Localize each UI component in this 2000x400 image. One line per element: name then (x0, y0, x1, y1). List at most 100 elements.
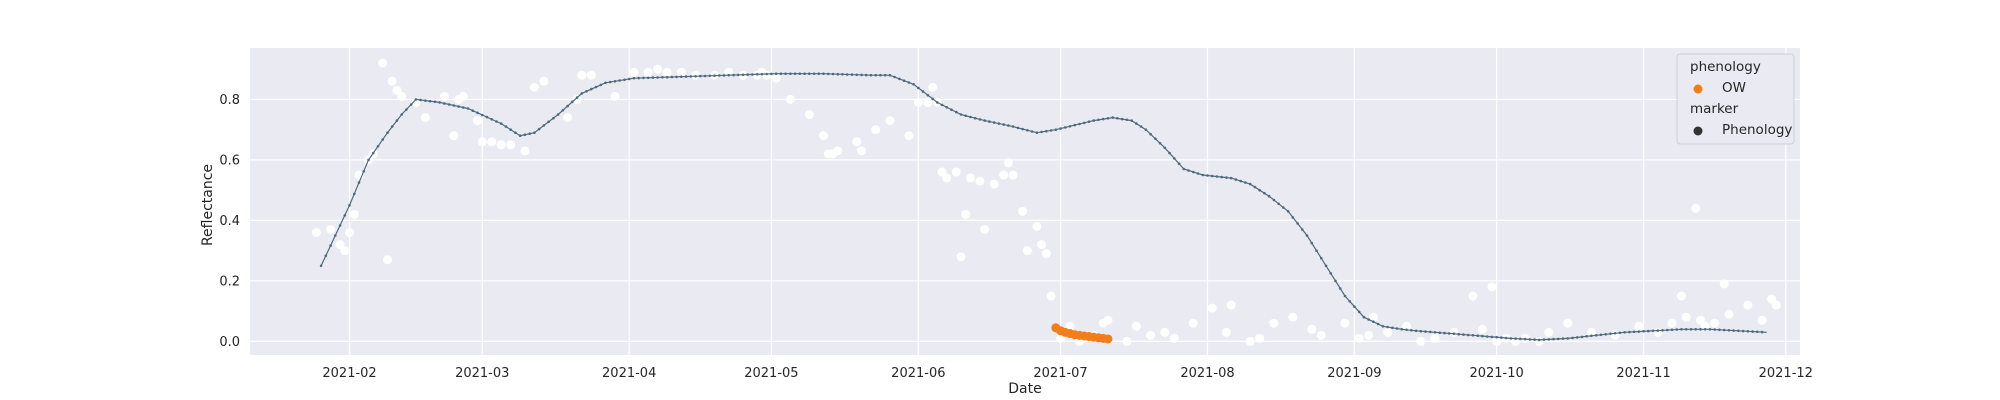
curve-marker (1452, 332, 1456, 336)
curve-marker (1590, 334, 1593, 338)
observation-point (961, 209, 971, 219)
curve-marker (466, 107, 470, 110)
curve-marker (1381, 325, 1385, 328)
curve-marker (1618, 331, 1622, 335)
x-tick-label: 2021-11 (1616, 366, 1670, 381)
curve-marker (1078, 122, 1081, 126)
observation-point (349, 209, 359, 219)
curve-marker (1253, 185, 1257, 189)
observation-point (1003, 158, 1013, 168)
observation-point (1131, 321, 1141, 331)
curve-marker (599, 83, 603, 87)
curve-marker (1234, 178, 1238, 181)
observation-point (1160, 327, 1170, 337)
curve-marker (371, 151, 375, 155)
observation-point (937, 167, 947, 177)
curve-marker (1026, 129, 1029, 132)
curve-marker (528, 132, 531, 135)
curve-marker (1395, 327, 1399, 330)
observation-point (473, 116, 483, 126)
observation-point (326, 224, 336, 234)
curve-marker (774, 72, 778, 75)
observation-point (1103, 315, 1113, 325)
curve-marker (1670, 328, 1674, 332)
curve-marker (1182, 167, 1186, 171)
curve-marker (386, 131, 389, 134)
curve-marker (945, 106, 949, 109)
curve-marker (722, 74, 726, 77)
curve-marker (827, 72, 830, 76)
curve-marker (1324, 264, 1328, 268)
curve-marker (1135, 122, 1138, 125)
curve-marker (950, 108, 953, 111)
observation-point (1710, 318, 1720, 328)
observation-point (643, 67, 653, 77)
curve-marker (1030, 130, 1034, 133)
curve-marker (400, 113, 404, 116)
curve-marker (1007, 124, 1010, 127)
y-tick-label: 0.0 (219, 335, 240, 350)
observation-point (1634, 321, 1644, 331)
curve-marker (912, 83, 915, 86)
legend-entry-ow: OW (1722, 80, 1746, 96)
curve-marker (405, 108, 408, 111)
curve-marker (561, 109, 565, 112)
observation-point (804, 110, 814, 120)
curve-marker (627, 77, 631, 81)
curve-marker (424, 99, 427, 102)
curve-marker (608, 80, 612, 84)
curve-marker (1599, 333, 1603, 337)
curve-marker (1661, 329, 1664, 332)
y-axis-label: Reflectance (200, 164, 216, 246)
curve-marker (1466, 333, 1470, 337)
curve-marker (713, 74, 716, 77)
curve-marker (324, 254, 328, 257)
curve-marker (1035, 131, 1039, 134)
curve-marker (637, 76, 640, 80)
curve-marker (969, 115, 972, 119)
curve-marker (338, 224, 342, 227)
curve-marker (537, 127, 541, 131)
curve-marker (864, 73, 868, 77)
curve-marker (1713, 328, 1716, 331)
curve-marker (1125, 118, 1129, 122)
observation-point (1430, 333, 1440, 343)
curve-marker (973, 116, 977, 120)
observation-point (610, 91, 620, 101)
curve-marker (1225, 176, 1228, 179)
curve-marker (1011, 125, 1015, 128)
curve-marker (1689, 328, 1693, 331)
curve-marker (618, 79, 621, 82)
legend-entry-phenology: Phenology (1722, 122, 1792, 138)
curve-marker (831, 72, 835, 76)
curve-marker (348, 204, 351, 207)
observation-point (1056, 333, 1066, 343)
curve-marker (575, 96, 579, 99)
x-tick-label: 2021-05 (744, 366, 798, 381)
curve-marker (1064, 126, 1067, 129)
observation-point (563, 113, 573, 123)
curve-marker (1049, 129, 1053, 132)
curve-marker (1210, 174, 1214, 178)
observation-point (852, 137, 862, 147)
observation-point (833, 146, 843, 156)
legend-box (1676, 53, 1795, 145)
curve-marker (1305, 234, 1309, 237)
curve-marker (1130, 119, 1133, 122)
curve-marker (1585, 335, 1588, 338)
observation-point (1018, 206, 1028, 216)
observation-point (975, 176, 985, 186)
curve-marker (1419, 329, 1423, 333)
observation-point (1221, 327, 1231, 337)
curve-marker (803, 72, 806, 75)
curve-marker (1651, 329, 1655, 333)
curve-marker (1746, 330, 1750, 333)
curve-marker (1504, 336, 1508, 340)
curve-marker (443, 102, 446, 105)
curve-marker (708, 74, 712, 78)
x-tick-label: 2021-08 (1180, 366, 1234, 381)
curve-marker (689, 75, 693, 78)
observation-point (1767, 294, 1777, 304)
observation-point (1364, 330, 1374, 340)
curve-marker (694, 75, 697, 78)
